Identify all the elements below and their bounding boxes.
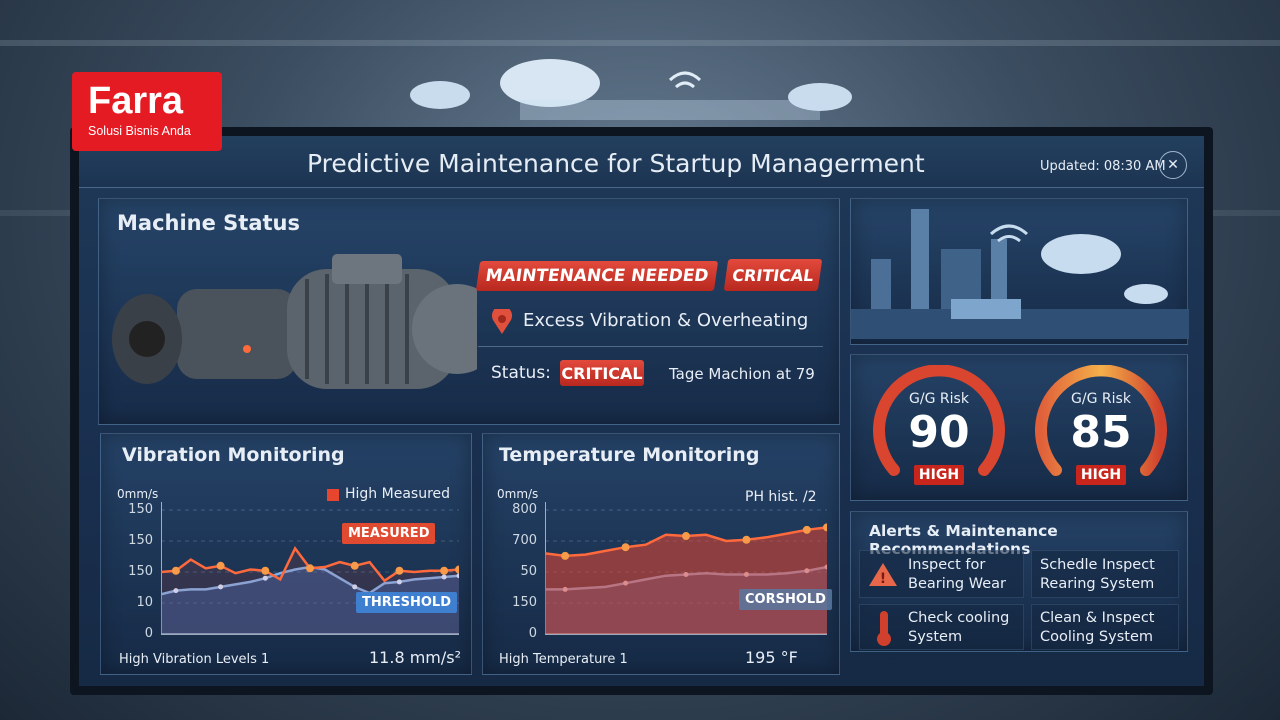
dashboard-screen: Predictive Maintenance for Startup Manag… bbox=[79, 136, 1204, 686]
vibration-legend: High Measured bbox=[345, 486, 451, 502]
vibration-footer-value: 11.8 mm/s² bbox=[369, 648, 462, 667]
data-point bbox=[802, 525, 811, 534]
y-tick-label: 150 bbox=[128, 502, 153, 517]
machine-status-title: Machine Status bbox=[117, 211, 300, 235]
series-area-0 bbox=[545, 527, 827, 634]
logo-name: Farra bbox=[88, 80, 184, 122]
risk-gauge-2 bbox=[1035, 365, 1167, 476]
data-point bbox=[218, 584, 224, 590]
alert-text-line2: Bearing Wear bbox=[908, 576, 1007, 592]
thermometer-icon bbox=[877, 611, 891, 646]
status-badge: CRITICAL bbox=[560, 360, 644, 386]
location-pin-icon bbox=[492, 309, 512, 334]
data-point bbox=[823, 523, 827, 532]
temperature-chart bbox=[545, 502, 827, 635]
factory-illustration-panel bbox=[850, 198, 1189, 345]
vibration-title: Vibration Monitoring bbox=[122, 444, 345, 466]
maintenance-needed-badge: MAINTENANCE NEEDED bbox=[475, 261, 719, 291]
status-label: Status: bbox=[491, 363, 551, 383]
close-icon: ✕ bbox=[1167, 157, 1179, 173]
data-point bbox=[455, 565, 459, 574]
risk-gauges-panel: G/G Risk 90 HIGH G/G Risk 85 HIGH bbox=[850, 354, 1188, 501]
y-tick-label: 150 bbox=[128, 533, 153, 548]
y-tick-label: 150 bbox=[128, 564, 153, 579]
legend-swatch bbox=[327, 489, 339, 501]
vibration-ylabel: 0mm/s bbox=[117, 487, 159, 501]
data-point bbox=[173, 588, 179, 594]
gauge-2-label: G/G Risk bbox=[1071, 391, 1131, 407]
risk-gauge-1 bbox=[873, 365, 1005, 476]
data-point bbox=[395, 566, 404, 575]
alert-text-line2: Cooling System bbox=[1040, 629, 1153, 645]
gauge-1-value: 90 bbox=[908, 407, 970, 458]
data-point bbox=[352, 584, 358, 590]
logo-tagline: Solusi Bisnis Anda bbox=[88, 124, 191, 138]
farra-logo: Farra Solusi Bisnis Anda bbox=[72, 72, 222, 151]
data-point bbox=[682, 532, 690, 541]
machine-status-panel: Machine Status MAINTENANCE NEEDED CRITIC… bbox=[98, 198, 840, 425]
alert-text-line1: Clean & Inspect bbox=[1040, 610, 1155, 626]
vibration-panel: Vibration Monitoring 0mm/s High Measured… bbox=[100, 433, 472, 675]
y-tick-label: 0 bbox=[144, 626, 153, 641]
y-tick-label: 10 bbox=[136, 595, 153, 610]
gauge-1-level: HIGH bbox=[914, 465, 964, 485]
y-tick-label: 700 bbox=[512, 533, 537, 548]
data-point bbox=[440, 566, 449, 575]
data-point bbox=[621, 543, 630, 552]
close-button[interactable]: ✕ bbox=[1159, 151, 1187, 179]
header-bar bbox=[79, 136, 1204, 188]
data-point bbox=[262, 575, 268, 581]
gauge-2-level: HIGH bbox=[1076, 465, 1126, 485]
measured-label: MEASURED bbox=[342, 523, 436, 544]
alert-item[interactable]: Check cooling System bbox=[859, 604, 1024, 650]
temperature-legend: PH hist. /2 bbox=[745, 489, 817, 505]
temperature-footer-label: High Temperature 1 bbox=[499, 652, 628, 667]
threshold-label: THRESHOLD bbox=[356, 592, 458, 613]
data-point bbox=[216, 561, 225, 570]
alert-text-line1: Schedle Inspect bbox=[1040, 557, 1155, 573]
y-tick-label: 800 bbox=[512, 502, 537, 517]
page-title: Predictive Maintenance for Startup Manag… bbox=[307, 149, 925, 178]
alert-item[interactable]: ! Inspect for Bearing Wear bbox=[859, 550, 1024, 598]
gauge-2-value: 85 bbox=[1070, 407, 1132, 458]
data-point bbox=[561, 551, 570, 560]
temperature-title: Temperature Monitoring bbox=[499, 444, 760, 466]
temperature-panel: Temperature Monitoring 0mm/s PH hist. /2… bbox=[482, 433, 840, 675]
threshold-label: CORSHOLD bbox=[739, 589, 832, 610]
updated-timestamp: Updated: 08:30 AM bbox=[1040, 159, 1166, 174]
alert-text-line1: Check cooling bbox=[908, 610, 1010, 626]
data-point bbox=[396, 579, 402, 585]
data-point bbox=[742, 535, 751, 544]
alerts-panel: Alerts & Maintenance Recommendations ! I… bbox=[850, 511, 1188, 652]
data-point bbox=[456, 573, 459, 579]
temperature-footer-value: 195 °F bbox=[745, 648, 798, 667]
motor-image bbox=[112, 254, 477, 389]
svg-text:!: ! bbox=[880, 571, 886, 587]
data-point bbox=[441, 574, 447, 580]
alert-text-line2: Rearing System bbox=[1040, 576, 1155, 592]
status-note: Tage Machion at 79 bbox=[669, 365, 815, 383]
cloud-network-illustration bbox=[410, 59, 852, 120]
vibration-footer-label: High Vibration Levels 1 bbox=[119, 652, 270, 667]
data-point bbox=[171, 566, 180, 575]
alert-item[interactable]: Schedle Inspect Rearing System bbox=[1031, 550, 1179, 598]
alert-text-line1: Inspect for bbox=[908, 557, 986, 573]
issue-text: Excess Vibration & Overheating bbox=[523, 310, 809, 331]
gauge-1-label: G/G Risk bbox=[909, 391, 969, 407]
warning-icon: ! bbox=[869, 563, 897, 587]
y-tick-label: 150 bbox=[512, 595, 537, 610]
background-shelf bbox=[0, 40, 1280, 46]
smart-factory-illustration bbox=[851, 209, 1189, 339]
alert-text-line2: System bbox=[908, 629, 963, 645]
divider bbox=[478, 346, 823, 347]
alert-item[interactable]: Clean & Inspect Cooling System bbox=[1031, 604, 1179, 650]
data-point bbox=[306, 564, 314, 573]
critical-badge: CRITICAL bbox=[723, 259, 823, 291]
data-point bbox=[350, 561, 359, 570]
y-tick-label: 0 bbox=[528, 626, 537, 641]
monitor: Predictive Maintenance for Startup Manag… bbox=[70, 127, 1213, 695]
data-point bbox=[261, 566, 270, 575]
temperature-ylabel: 0mm/s bbox=[497, 487, 539, 501]
y-tick-label: 50 bbox=[520, 564, 537, 579]
